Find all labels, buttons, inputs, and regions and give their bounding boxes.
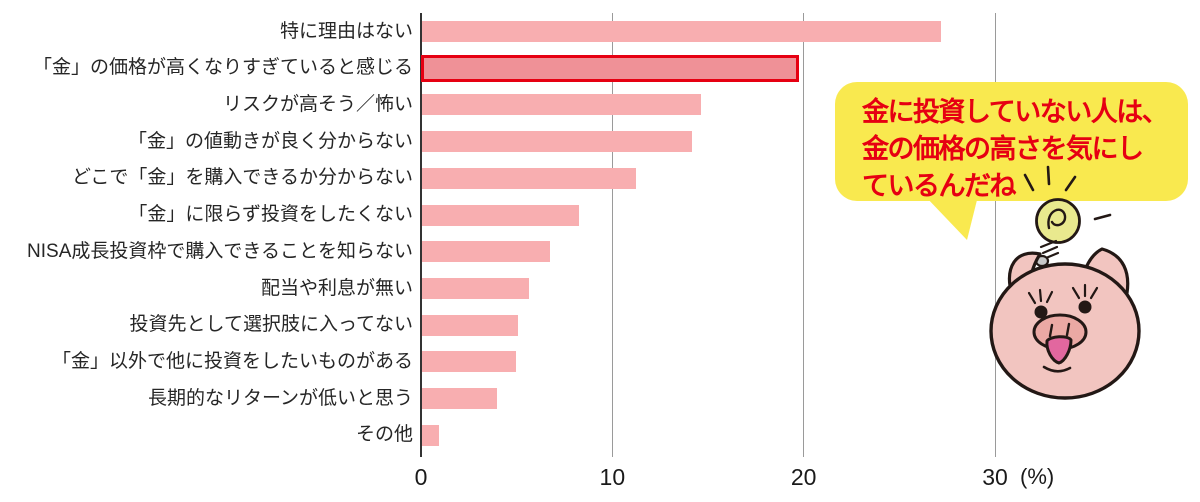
bar [422, 167, 637, 189]
pig-character-illustration [989, 247, 1141, 400]
bar [422, 131, 692, 153]
category-label: 配当や利息が無い [260, 277, 413, 299]
category-label: 「金」の価格が高くなりすぎていると感じる [32, 57, 413, 79]
category-label: 長期的なリターンが低いと思う [147, 387, 413, 409]
category-label: NISA成長投資枠で購入できることを知らない [27, 240, 413, 262]
bar [422, 94, 702, 116]
bar [422, 21, 941, 42]
speech-bubble-line: 金に投資していない人は、 [862, 97, 1169, 127]
speech-bubble-line: ているんだね [862, 171, 1017, 201]
category-label: どこで「金」を購入できるか分からない [71, 167, 413, 189]
bar-highlighted [421, 54, 800, 82]
percent-unit-label: (%) [1020, 464, 1055, 489]
gridline [611, 13, 613, 457]
bar [422, 351, 516, 373]
speech-bubble-tail [925, 196, 978, 240]
bar [422, 241, 551, 263]
category-label: 特に理由はない [279, 20, 413, 42]
bar [422, 314, 518, 336]
bar [422, 278, 530, 300]
x-tick-label: 10 [599, 464, 626, 490]
category-label: 投資先として選択肢に入ってない [129, 314, 413, 336]
bar [422, 204, 579, 226]
category-label: 「金」の値動きが良く分からない [127, 130, 413, 152]
category-label: リスクが高そう／怖い [222, 93, 413, 115]
gridline [994, 13, 996, 457]
category-label: 「金」以外で他に投資をしたいものがある [51, 350, 413, 372]
bar [422, 424, 440, 446]
x-tick-label: 0 [414, 464, 428, 490]
y-axis-line [420, 13, 422, 457]
gridline [803, 13, 805, 457]
speech-bubble-line: 金の価格の高さを気にし [862, 134, 1144, 164]
category-label: 「金」に限らず投資をしたくない [128, 204, 413, 226]
bar [422, 388, 497, 410]
lightbulb-icon [1023, 165, 1112, 268]
category-label: その他 [355, 424, 413, 446]
speech-bubble: 金に投資していない人は、 金の価格の高さを気にし ているんだね [835, 82, 1188, 201]
x-tick-label: 20 [790, 464, 817, 490]
x-tick-label: 30 [982, 464, 1008, 490]
